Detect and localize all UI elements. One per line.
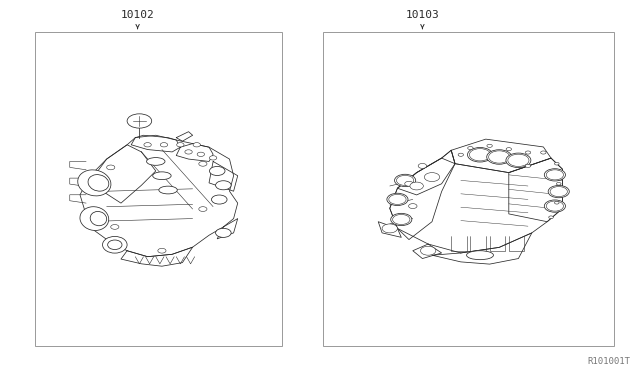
Ellipse shape — [153, 172, 171, 180]
Circle shape — [541, 151, 546, 154]
Circle shape — [487, 150, 512, 164]
Bar — [35, 32, 282, 346]
Circle shape — [177, 142, 184, 147]
Circle shape — [158, 248, 166, 253]
Text: R101001T: R101001T — [588, 357, 630, 366]
Circle shape — [193, 142, 200, 147]
Circle shape — [160, 142, 168, 147]
Circle shape — [185, 150, 192, 154]
Ellipse shape — [108, 240, 122, 250]
Ellipse shape — [159, 186, 177, 194]
Ellipse shape — [88, 174, 109, 191]
Circle shape — [556, 182, 561, 185]
Circle shape — [554, 201, 559, 204]
Circle shape — [548, 186, 570, 198]
Circle shape — [144, 142, 151, 147]
Circle shape — [525, 151, 531, 154]
Text: 10102: 10102 — [121, 10, 154, 20]
Circle shape — [468, 147, 473, 150]
Circle shape — [547, 170, 564, 180]
Ellipse shape — [77, 170, 111, 196]
Circle shape — [408, 203, 417, 209]
Circle shape — [209, 156, 217, 160]
Circle shape — [209, 166, 225, 176]
Circle shape — [404, 181, 413, 186]
Circle shape — [467, 148, 493, 162]
Circle shape — [397, 176, 414, 185]
Circle shape — [489, 151, 510, 163]
Circle shape — [394, 174, 416, 187]
Circle shape — [199, 207, 207, 211]
Circle shape — [390, 214, 412, 225]
Circle shape — [458, 153, 463, 156]
Circle shape — [525, 164, 531, 167]
Ellipse shape — [80, 207, 109, 231]
Ellipse shape — [102, 237, 127, 253]
Circle shape — [554, 162, 559, 165]
Circle shape — [107, 165, 115, 170]
Circle shape — [545, 200, 566, 212]
Ellipse shape — [147, 158, 165, 165]
Circle shape — [506, 148, 511, 151]
Ellipse shape — [467, 251, 493, 260]
Circle shape — [548, 216, 554, 219]
Ellipse shape — [90, 211, 107, 226]
Circle shape — [487, 144, 492, 147]
Circle shape — [111, 225, 119, 229]
Bar — [323, 32, 614, 346]
Circle shape — [211, 195, 227, 204]
Circle shape — [127, 114, 152, 128]
Circle shape — [389, 195, 406, 205]
Circle shape — [216, 181, 231, 190]
Circle shape — [216, 228, 231, 237]
Circle shape — [506, 153, 531, 167]
Circle shape — [545, 169, 566, 181]
Circle shape — [508, 154, 529, 167]
Circle shape — [410, 182, 424, 190]
Circle shape — [550, 187, 568, 196]
Circle shape — [199, 161, 207, 166]
Circle shape — [393, 214, 410, 224]
Text: 10103: 10103 — [406, 10, 439, 20]
Circle shape — [387, 193, 408, 205]
Circle shape — [547, 201, 564, 211]
Circle shape — [382, 224, 397, 233]
Circle shape — [470, 149, 491, 161]
Circle shape — [197, 152, 205, 157]
Circle shape — [418, 163, 427, 169]
Circle shape — [420, 246, 436, 255]
Circle shape — [424, 173, 440, 182]
